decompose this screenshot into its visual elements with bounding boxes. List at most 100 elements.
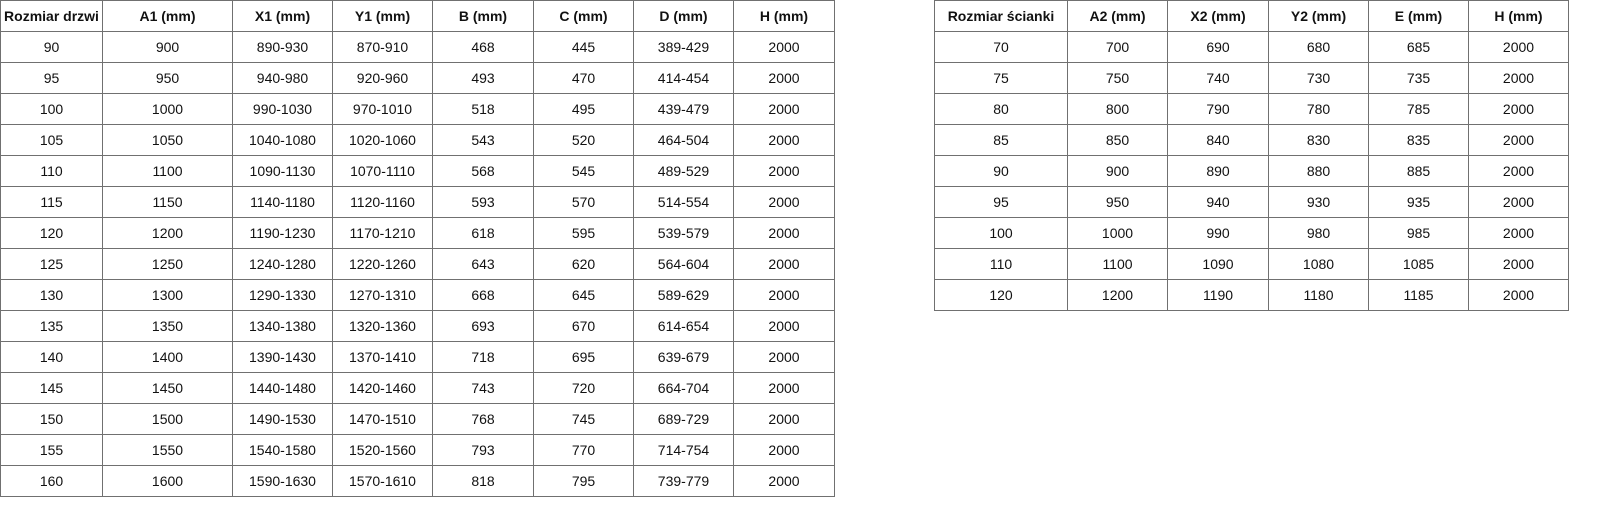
table-cell: 593: [432, 186, 534, 218]
table-cell: 2000: [733, 372, 835, 404]
table-cell: 539-579: [633, 217, 734, 249]
table-cell: 780: [1268, 93, 1369, 125]
table-cell: 768: [432, 403, 534, 435]
table-cell: 1190-1230: [232, 217, 333, 249]
table-row: 90 900 890 880 885 2000: [934, 155, 1569, 187]
table-cell: 1020-1060: [332, 124, 433, 156]
table-cell: 1080: [1268, 248, 1369, 280]
table-row: 100 1000 990 980 985 2000: [934, 217, 1569, 249]
table-cell: 545: [533, 155, 634, 187]
table-cell: 518: [432, 93, 534, 125]
table-cell: 1370-1410: [332, 341, 433, 373]
column-header: H (mm): [1468, 0, 1569, 32]
table-cell: 770: [533, 434, 634, 466]
table-cell: 900: [102, 31, 233, 63]
table-row: 150 1500 1490-1530 1470-1510 768 745 689-729 20…: [0, 403, 835, 435]
table-cell: 1085: [1368, 248, 1469, 280]
table-cell: 2000: [1468, 62, 1569, 94]
table-cell: 1150: [102, 186, 233, 218]
table-cell: 935: [1368, 186, 1469, 218]
table-cell: 1180: [1268, 279, 1369, 311]
table-cell: 695: [533, 341, 634, 373]
table-cell: 890-930: [232, 31, 333, 63]
column-header: C (mm): [533, 0, 634, 32]
table-row: 155 1550 1540-1580 1520-1560 793 770 714-754 20…: [0, 434, 835, 466]
door-size-table: Rozmiar drzwi A1 (mm) X1 (mm) Y1 (mm) B (mm)…: [0, 0, 835, 497]
table-row: 125 1250 1240-1280 1220-1260 643 620 564-604 20…: [0, 248, 835, 280]
table-cell: 1240-1280: [232, 248, 333, 280]
table-cell: 1450: [102, 372, 233, 404]
table-cell: 110: [934, 248, 1068, 280]
table-cell: 835: [1368, 124, 1469, 156]
table-cell: 470: [533, 62, 634, 94]
column-header: B (mm): [432, 0, 534, 32]
table-cell: 850: [1067, 124, 1168, 156]
table-cell: 740: [1167, 62, 1269, 94]
table-cell: 1100: [102, 155, 233, 187]
table-cell: 1070-1110: [332, 155, 433, 187]
table-cell: 970-1010: [332, 93, 433, 125]
table-cell: 90: [934, 155, 1068, 187]
table-cell: 940: [1167, 186, 1269, 218]
column-header: Y1 (mm): [332, 0, 433, 32]
table-cell: 495: [533, 93, 634, 125]
column-header: E (mm): [1368, 0, 1469, 32]
table-cell: 2000: [1468, 93, 1569, 125]
table-cell: 2000: [1468, 248, 1569, 280]
table-cell: 1320-1360: [332, 310, 433, 342]
table-cell: 1185: [1368, 279, 1469, 311]
table-cell: 880: [1268, 155, 1369, 187]
table-cell: 620: [533, 248, 634, 280]
table-cell: 2000: [733, 341, 835, 373]
table-cell: 414-454: [633, 62, 734, 94]
table-cell: 2000: [1468, 279, 1569, 311]
table-cell: 685: [1368, 31, 1469, 63]
table-cell: 950: [1067, 186, 1168, 218]
table-cell: 930: [1268, 186, 1369, 218]
table-cell: 70: [934, 31, 1068, 63]
table-cell: 2000: [1468, 217, 1569, 249]
table-cell: 670: [533, 310, 634, 342]
table-row: 75 750 740 730 735 2000: [934, 62, 1569, 94]
table-cell: 645: [533, 279, 634, 311]
table-cell: 1200: [1067, 279, 1168, 311]
column-header: A1 (mm): [102, 0, 233, 32]
table-cell: 595: [533, 217, 634, 249]
table-cell: 718: [432, 341, 534, 373]
table-cell: 743: [432, 372, 534, 404]
column-header: H (mm): [733, 0, 835, 32]
table-row: 120 1200 1190 1180 1185 2000: [934, 279, 1569, 311]
table-cell: 2000: [733, 31, 835, 63]
table-cell: 739-779: [633, 465, 734, 497]
table-cell: 618: [432, 217, 534, 249]
table-cell: 1300: [102, 279, 233, 311]
table-cell: 120: [934, 279, 1068, 311]
table-cell: 700: [1067, 31, 1168, 63]
table-cell: 1100: [1067, 248, 1168, 280]
table-cell: 1500: [102, 403, 233, 435]
table-cell: 785: [1368, 93, 1469, 125]
table-cell: 2000: [733, 217, 835, 249]
table-cell: 980: [1268, 217, 1369, 249]
table-cell: 514-554: [633, 186, 734, 218]
table-cell: 1570-1610: [332, 465, 433, 497]
table-cell: 1050: [102, 124, 233, 156]
table-cell: 940-980: [232, 62, 333, 94]
table-row: 105 1050 1040-1080 1020-1060 543 520 464-504 20…: [0, 124, 835, 156]
wall-table-body: 70 700 690 680 685 2000 75 750 740 730 735 2000 80 80…: [934, 31, 1569, 311]
column-header: Rozmiar drzwi: [0, 0, 103, 32]
table-cell: 95: [0, 62, 103, 94]
table-cell: 689-729: [633, 403, 734, 435]
table-cell: 750: [1067, 62, 1168, 94]
table-cell: 145: [0, 372, 103, 404]
table-cell: 2000: [1468, 31, 1569, 63]
door-table-header: Rozmiar drzwi A1 (mm) X1 (mm) Y1 (mm) B (mm)…: [0, 0, 835, 32]
table-cell: 489-529: [633, 155, 734, 187]
column-header: X2 (mm): [1167, 0, 1269, 32]
table-cell: 1400: [102, 341, 233, 373]
table-cell: 639-679: [633, 341, 734, 373]
table-cell: 493: [432, 62, 534, 94]
table-cell: 890: [1167, 155, 1269, 187]
table-cell: 90: [0, 31, 103, 63]
table-cell: 150: [0, 403, 103, 435]
